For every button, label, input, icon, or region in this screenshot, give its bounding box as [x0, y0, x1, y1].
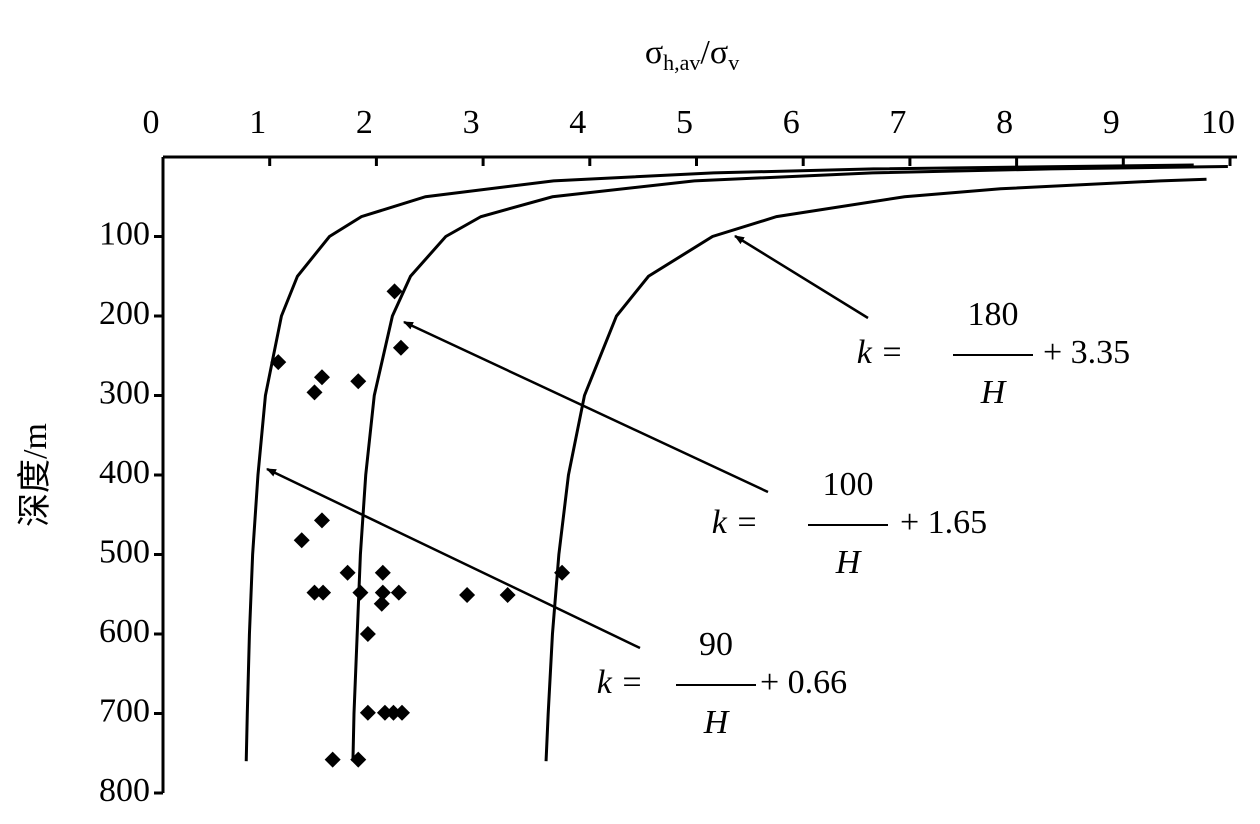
data-point — [386, 283, 403, 300]
fit-curve — [244, 163, 1194, 762]
data-point — [394, 704, 411, 721]
arrow — [735, 234, 869, 320]
data-point — [350, 751, 367, 768]
y-tick-label: 800 — [99, 772, 150, 809]
y-tick-label: 300 — [99, 374, 150, 411]
data-point — [459, 587, 476, 604]
x-tick-label: 1 — [249, 104, 266, 141]
x-tick-label: 0 — [143, 104, 160, 141]
data-point — [313, 512, 330, 529]
annotation-den: H — [835, 544, 863, 581]
y-tick-label: 600 — [99, 613, 150, 650]
x-axis-title: σh,av/σv — [645, 34, 739, 75]
data-point — [390, 584, 407, 601]
data-point — [350, 373, 367, 390]
data-point — [554, 564, 571, 581]
x-tick-label: 10 — [1201, 104, 1235, 141]
arrow — [404, 320, 769, 494]
annotation-rest: + 1.65 — [900, 504, 987, 541]
x-tick-label: 7 — [889, 104, 906, 141]
annotation-den: H — [703, 704, 731, 741]
annotation-k: k = — [712, 504, 759, 541]
data-point — [315, 584, 332, 601]
annotation-k: k = — [597, 664, 644, 701]
data-point — [499, 587, 516, 604]
arrow — [267, 467, 641, 650]
x-tick-label: 9 — [1103, 104, 1120, 141]
data-point — [306, 384, 323, 401]
data-point — [373, 595, 390, 612]
annotation-num: 180 — [968, 296, 1019, 333]
data-point — [306, 584, 323, 601]
x-tick-label: 8 — [996, 104, 1013, 141]
annotation-den: H — [980, 374, 1008, 411]
x-tick-label: 6 — [783, 104, 800, 141]
annotation-rest: + 3.35 — [1043, 334, 1130, 371]
data-point — [359, 626, 376, 642]
fit-curve — [544, 177, 1207, 762]
y-tick-label: 100 — [99, 215, 150, 252]
fit-curve — [351, 165, 1228, 762]
annotation-k: k = — [857, 334, 904, 371]
data-point — [376, 704, 393, 721]
x-tick-label: 4 — [569, 104, 586, 141]
data-point — [359, 704, 376, 721]
data-point — [293, 532, 310, 549]
data-point — [392, 339, 409, 356]
annotation-num: 90 — [699, 626, 733, 663]
x-tick-label: 2 — [356, 104, 373, 141]
data-point — [339, 564, 356, 581]
data-point — [385, 704, 402, 721]
data-point — [313, 369, 330, 386]
x-tick-label: 5 — [676, 104, 693, 141]
data-point — [270, 354, 287, 371]
data-point — [374, 564, 391, 581]
annotation-num: 100 — [823, 466, 874, 503]
data-point — [352, 584, 369, 601]
y-axis-title: 深度/m — [16, 423, 54, 527]
y-tick-label: 500 — [99, 533, 150, 570]
y-tick-label: 700 — [99, 692, 150, 729]
y-tick-label: 200 — [99, 295, 150, 332]
x-tick-label: 3 — [463, 104, 480, 141]
data-point — [374, 584, 391, 601]
annotation-rest: + 0.66 — [760, 664, 847, 701]
data-point — [324, 751, 341, 768]
y-tick-label: 400 — [99, 454, 150, 491]
